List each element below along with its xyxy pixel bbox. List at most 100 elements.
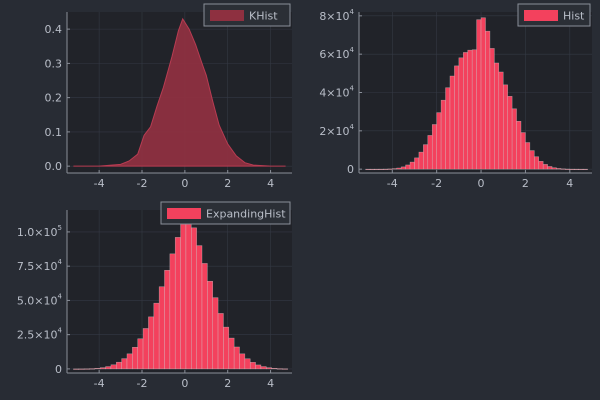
- y-tick-label-base: 2×10: [319, 125, 349, 138]
- histogram-bar: [538, 161, 544, 170]
- x-tick-label: -2: [137, 177, 148, 190]
- histogram-bar: [436, 112, 442, 170]
- histogram-bar: [174, 237, 181, 370]
- histogram-bar: [132, 347, 138, 370]
- histogram-bar: [498, 71, 504, 170]
- histogram-bar: [378, 168, 384, 170]
- histogram-bar: [409, 161, 415, 170]
- histogram-bar: [158, 286, 165, 370]
- histogram-bar: [560, 168, 566, 170]
- y-tick-label-base: 2.5×10: [17, 329, 58, 342]
- histogram-bar: [180, 220, 187, 370]
- x-tick-label: -4: [94, 177, 105, 190]
- histogram-bar: [578, 168, 584, 171]
- x-tick-label: -2: [137, 377, 148, 390]
- x-tick-label: 2: [224, 377, 231, 390]
- y-tick-label-exponent: 4: [350, 123, 355, 131]
- histogram-bar: [511, 108, 517, 170]
- y-tick-label-exponent: 4: [58, 258, 63, 266]
- expandinghist-panel: -4 -2 0 2 402.5×1045.0×1047.5×1041.0×105Expa…: [17, 201, 292, 390]
- histogram-bar: [516, 121, 522, 170]
- density-area: [73, 17, 286, 167]
- legend-label: ExpandingHist: [206, 208, 286, 221]
- histogram-bar: [196, 245, 203, 370]
- histogram-bar: [255, 364, 262, 370]
- histogram-bar: [542, 164, 548, 170]
- histogram-bar: [520, 132, 526, 170]
- histogram-bar: [78, 368, 85, 370]
- histogram-bar: [392, 168, 397, 170]
- y-tick-label: 1.0×105: [17, 224, 62, 239]
- histogram-bar: [529, 150, 535, 170]
- y-tick-label: 4×104: [319, 85, 354, 100]
- histogram-bar: [266, 367, 272, 370]
- histogram-bar: [121, 358, 128, 370]
- y-tick-label-exponent: 4: [58, 327, 63, 335]
- histogram-bar: [276, 368, 283, 370]
- legend-swatch: [167, 208, 201, 219]
- y-tick-label: 0.0: [45, 160, 63, 173]
- histogram-bar: [471, 49, 477, 170]
- histogram-bar: [148, 316, 155, 370]
- histogram-bar: [201, 263, 208, 370]
- histogram-bar: [454, 65, 460, 170]
- y-tick-label-base: 8×10: [319, 10, 349, 23]
- histogram-bar: [525, 142, 531, 170]
- x-tick-label: 4: [267, 177, 274, 190]
- histogram-bar: [494, 62, 500, 170]
- histogram-bar: [440, 99, 446, 170]
- histogram-bar: [94, 368, 101, 370]
- histogram-bar: [83, 368, 90, 370]
- x-tick-label: 0: [478, 177, 485, 190]
- histogram-bar: [89, 368, 96, 370]
- histogram-bar: [502, 84, 508, 170]
- histogram-bar: [458, 57, 464, 170]
- y-tick-label: 0: [55, 363, 62, 376]
- legend-label: Hist: [563, 10, 585, 23]
- y-tick-label-exponent: 4: [350, 46, 355, 54]
- histogram-bar: [142, 328, 149, 370]
- legend-label: KHist: [249, 10, 278, 23]
- histogram-bar: [547, 166, 553, 170]
- histogram-bar: [369, 168, 375, 171]
- histogram-bar: [282, 368, 288, 370]
- y-tick-label: 0.1: [45, 126, 63, 139]
- histogram-bar: [400, 166, 406, 170]
- y-tick-label: 5.0×104: [17, 292, 63, 307]
- histogram-bar: [116, 361, 122, 370]
- histogram-bar: [169, 253, 176, 370]
- histogram-bar: [223, 326, 230, 370]
- khist-panel: -4 -2 0 2 4 0.0 0.1 0.2 0.3 0.4 KHist: [45, 3, 292, 190]
- histogram-bar: [387, 168, 393, 170]
- histogram-bar: [228, 337, 235, 370]
- histogram-bar: [239, 353, 246, 370]
- histogram-bar: [418, 151, 424, 170]
- x-tick-label: 0: [181, 377, 188, 390]
- histogram-bar: [153, 302, 160, 370]
- histogram-bar: [396, 167, 402, 170]
- y-tick-label: 0.4: [45, 23, 63, 36]
- x-tick-label: 2: [224, 177, 231, 190]
- y-tick-label-exponent: 5: [58, 224, 62, 232]
- histogram-bar: [476, 19, 482, 170]
- histogram-bar: [427, 135, 433, 170]
- histogram-bar: [105, 366, 112, 370]
- histogram-bar: [405, 164, 411, 170]
- y-tick-label: 6×104: [319, 46, 354, 61]
- histogram-bar: [551, 167, 557, 170]
- histogram-bar: [569, 168, 575, 170]
- histogram-bar: [260, 366, 267, 370]
- histogram-bar: [191, 227, 197, 370]
- histogram-bar: [556, 168, 562, 170]
- x-tick-label: -2: [431, 177, 442, 190]
- histogram-bar: [137, 338, 144, 370]
- histogram-bar: [207, 280, 213, 370]
- y-tick-label-base: 1.0×10: [17, 226, 58, 239]
- histogram-bar: [574, 168, 579, 170]
- x-tick-label: 0: [181, 177, 188, 190]
- histogram-bar: [480, 17, 486, 170]
- y-tick-label-exponent: 4: [350, 85, 355, 93]
- y-tick-label-base: 7.5×10: [17, 260, 58, 273]
- histogram-bar: [414, 157, 420, 170]
